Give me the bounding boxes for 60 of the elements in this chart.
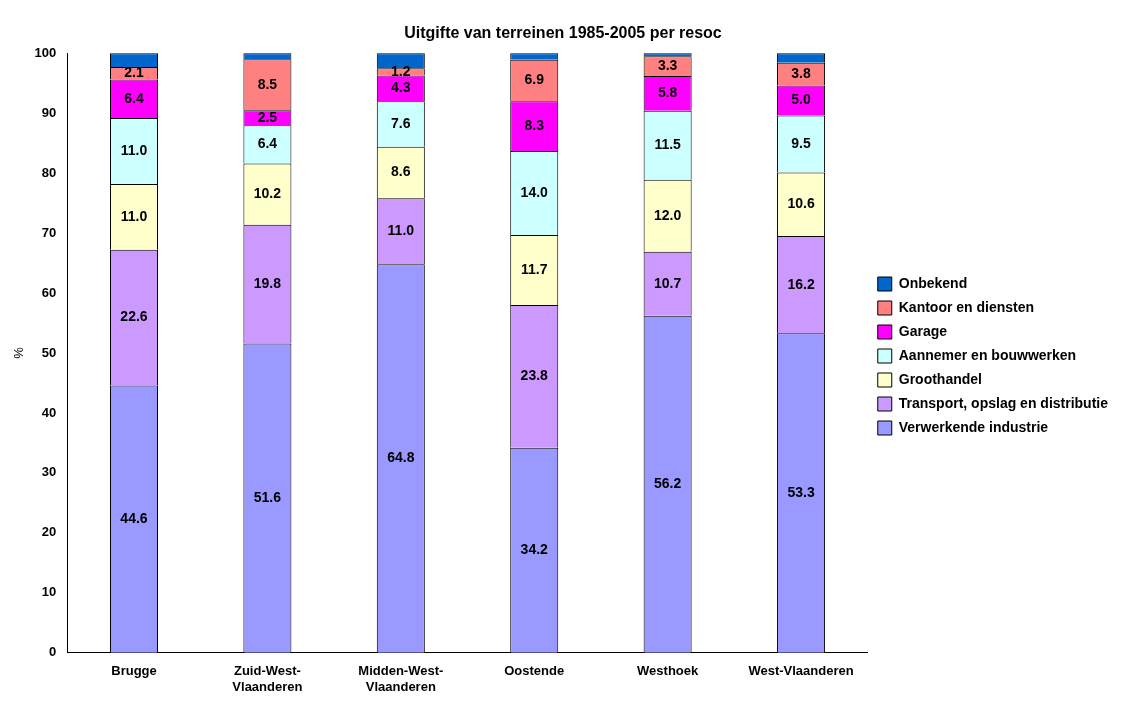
x-tick-label: Oostende — [504, 663, 565, 679]
legend-label: Aannemer en bouwwerken — [898, 346, 1077, 363]
data-label: 9.5 — [791, 134, 811, 151]
data-label: 5.0 — [791, 91, 811, 108]
data-label: 10.6 — [787, 195, 815, 212]
data-label: 14.0 — [520, 183, 549, 200]
data-label: 8.3 — [524, 116, 545, 133]
y-tick-label: 80 — [41, 164, 57, 180]
data-label: 22.6 — [120, 308, 148, 325]
y-tick-label: 40 — [41, 404, 57, 420]
data-label: 11.0 — [120, 141, 148, 158]
data-label: 34.2 — [520, 541, 549, 558]
x-tick-label: Zuid-West-Vlaanderen — [232, 663, 303, 694]
y-tick-label: 100 — [34, 44, 57, 60]
data-label: 11.0 — [120, 207, 148, 224]
legend-label: Verwerkende industrie — [898, 418, 1049, 435]
legend-label: Groothandel — [898, 370, 982, 387]
data-label: 23.8 — [520, 367, 549, 384]
legend-label: Onbekend — [898, 274, 968, 291]
data-label: 4.3 — [391, 79, 411, 96]
data-label: 6.9 — [524, 71, 545, 88]
data-label: 51.6 — [253, 488, 282, 505]
y-tick-label: 90 — [41, 104, 57, 120]
data-label: 11.7 — [520, 260, 548, 277]
x-tick-label: Westhoek — [637, 663, 699, 679]
y-tick-label: 30 — [41, 464, 57, 480]
data-label: 19.8 — [253, 274, 282, 291]
chart-title: Uitgifte van terreinen 1985-2005 per resoc — [404, 24, 722, 42]
y-tick-label: 60 — [41, 284, 57, 300]
data-label: 11.5 — [654, 136, 682, 153]
x-tick-label: Brugge — [111, 663, 157, 679]
y-tick-label: 10 — [41, 584, 57, 600]
y-tick-label: 20 — [41, 524, 57, 540]
y-tick-label: 0 — [49, 644, 57, 660]
data-label: 2.5 — [257, 108, 278, 125]
x-tick-label: Midden-West-Vlaanderen — [358, 663, 444, 694]
data-label: 11.0 — [387, 222, 415, 239]
x-tick-label: West-Vlaanderen — [748, 663, 854, 679]
data-label: 6.4 — [257, 135, 278, 152]
data-label: 5.8 — [657, 84, 678, 101]
data-label: 7.6 — [391, 114, 411, 131]
data-label: 8.6 — [391, 163, 411, 180]
y-tick-label: 50 — [41, 344, 57, 360]
data-label: 10.2 — [253, 184, 282, 201]
data-label: 3.8 — [791, 65, 811, 82]
legend-label: Transport, opslag en distributie — [898, 394, 1109, 411]
data-label: 16.2 — [787, 275, 815, 292]
data-label: 64.8 — [387, 449, 415, 466]
legend-label: Kantoor en diensten — [898, 298, 1035, 315]
y-axis-title: % — [11, 346, 27, 359]
data-label: 12.0 — [654, 206, 682, 223]
data-label: 6.4 — [124, 89, 144, 106]
data-label: 56.2 — [654, 475, 682, 492]
y-tick-label: 70 — [41, 224, 57, 240]
data-label: 44.6 — [120, 509, 148, 526]
data-label: 10.7 — [654, 274, 682, 291]
data-label: 8.5 — [257, 75, 278, 92]
legend-label: Garage — [898, 322, 948, 339]
data-label: 53.3 — [787, 483, 815, 500]
data-label: 3.3 — [657, 56, 678, 73]
